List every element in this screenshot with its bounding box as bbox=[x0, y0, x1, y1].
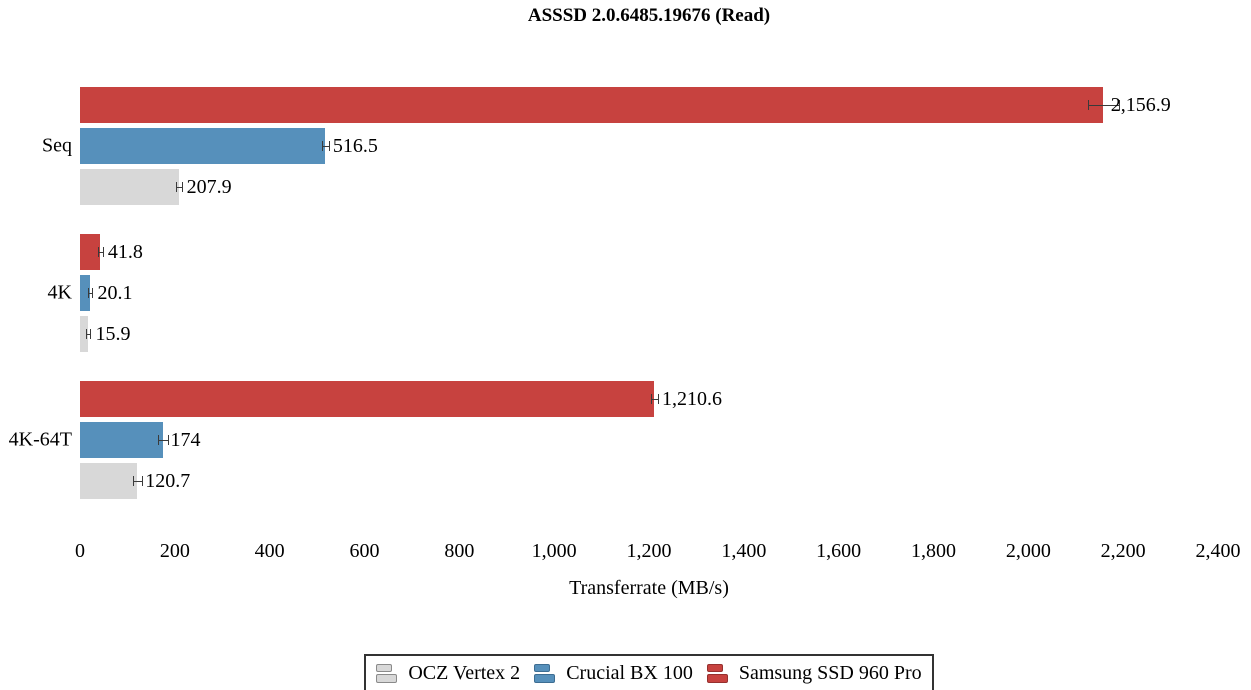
legend-item-samsung-ssd-960-pro: Samsung SSD 960 Pro bbox=[706, 661, 922, 685]
bar-4k-ocz-vertex-2 bbox=[80, 316, 88, 352]
bar-seq-ocz-vertex-2 bbox=[80, 169, 179, 205]
error-whisker bbox=[97, 247, 104, 257]
legend-item-crucial-bx-100: Crucial BX 100 bbox=[534, 662, 693, 685]
value-label-seq-crucial-bx-100: 516.5 bbox=[332, 134, 378, 157]
legend-label: OCZ Vertex 2 bbox=[408, 661, 521, 684]
x-axis-tick-label: 2,000 bbox=[1005, 540, 1051, 562]
bar-seq-samsung-ssd-960-pro bbox=[80, 87, 1103, 123]
x-axis-tick-label: 1,000 bbox=[531, 540, 577, 562]
x-axis-title: Transferrate (MB/s) bbox=[569, 577, 729, 599]
legend-box: OCZ Vertex 2 Crucial BX 100 Samsung SSD … bbox=[364, 654, 934, 690]
category-label-4k: 4K bbox=[47, 281, 72, 304]
bar-seq-crucial-bx-100 bbox=[80, 128, 325, 164]
value-label-4k-samsung-ssd-960-pro: 41.8 bbox=[107, 240, 143, 263]
error-whisker bbox=[86, 329, 92, 339]
value-label-4k-64t-samsung-ssd-960-pro: 1,210.6 bbox=[662, 387, 723, 410]
bar-4k-64t-samsung-ssd-960-pro bbox=[80, 381, 655, 417]
x-axis-tick-label: 0 bbox=[75, 540, 85, 562]
value-label-seq-samsung-ssd-960-pro: 2,156.9 bbox=[1110, 93, 1171, 116]
value-label-4k-64t-crucial-bx-100: 174 bbox=[170, 428, 201, 451]
bar-series-icon bbox=[706, 663, 729, 683]
x-axis-tick-label: 1,400 bbox=[721, 540, 767, 562]
legend-label: Samsung SSD 960 Pro bbox=[738, 661, 922, 684]
category-label-seq: Seq bbox=[42, 134, 72, 157]
x-axis-tick-label: 600 bbox=[349, 540, 380, 562]
bar-4k-64t-ocz-vertex-2 bbox=[80, 463, 138, 499]
value-label-4k-crucial-bx-100: 20.1 bbox=[97, 281, 133, 304]
x-axis-tick-label: 2,200 bbox=[1100, 540, 1146, 562]
x-axis-tick-label: 2,400 bbox=[1195, 540, 1241, 562]
x-axis-tick-label: 1,800 bbox=[911, 540, 956, 562]
legend-item-ocz-vertex-2: OCZ Vertex 2 bbox=[376, 662, 520, 685]
value-label-seq-ocz-vertex-2: 207.9 bbox=[186, 175, 232, 198]
value-label-4k-ocz-vertex-2: 15.9 bbox=[95, 322, 131, 345]
legend-label: Crucial BX 100 bbox=[566, 661, 693, 684]
x-axis-tick-label: 1,200 bbox=[626, 540, 672, 562]
x-axis-tick-label: 200 bbox=[159, 540, 190, 562]
error-whisker bbox=[321, 141, 331, 151]
bar-series-icon bbox=[376, 663, 398, 683]
value-label-4k-64t-ocz-vertex-2: 120.7 bbox=[145, 469, 191, 492]
error-whisker bbox=[88, 288, 94, 298]
bar-4k-64t-crucial-bx-100 bbox=[80, 422, 163, 458]
bar-4k-samsung-ssd-960-pro bbox=[80, 234, 100, 270]
bar-series-icon bbox=[534, 663, 556, 683]
error-whisker bbox=[133, 476, 144, 486]
legend: OCZ Vertex 2 Crucial BX 100 Samsung SSD … bbox=[80, 654, 1218, 690]
category-label-4k-64t: 4K-64T bbox=[8, 428, 72, 451]
error-whisker bbox=[1087, 100, 1120, 110]
bar-4k-crucial-bx-100 bbox=[80, 275, 90, 311]
x-axis-tick-label: 400 bbox=[254, 540, 285, 562]
chart-title: ASSSD 2.0.6485.19676 (Read) bbox=[527, 5, 771, 26]
x-axis-tick-label: 800 bbox=[444, 540, 475, 562]
error-whisker bbox=[158, 435, 169, 445]
error-whisker bbox=[176, 182, 183, 192]
error-whisker bbox=[650, 394, 660, 404]
x-axis-tick-label: 1,600 bbox=[816, 540, 862, 562]
